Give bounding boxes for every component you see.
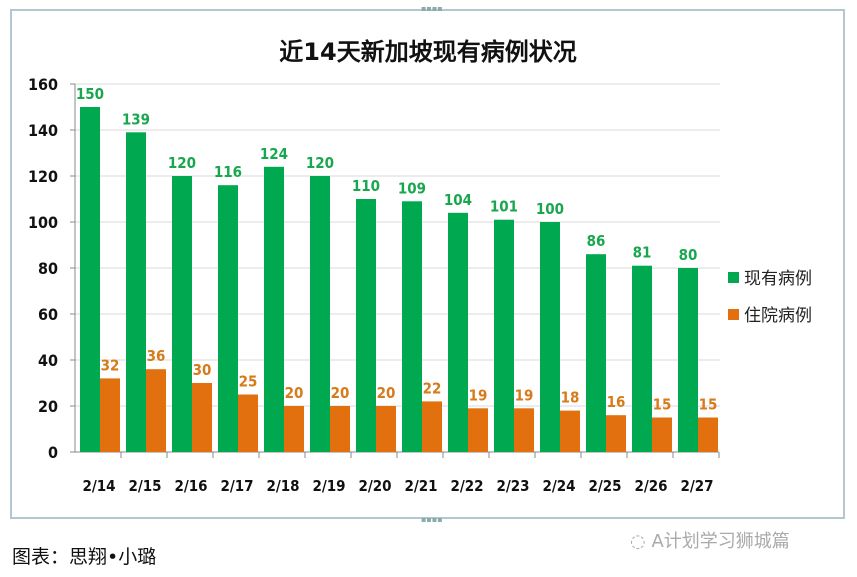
bar-current — [632, 265, 652, 452]
legend-label: 现有病例 — [744, 269, 812, 289]
watermark-text: A计划学习狮城篇 — [651, 531, 790, 552]
y-tick-label: 120 — [28, 167, 58, 186]
data-label: 18 — [561, 389, 580, 407]
bar-hospitalized — [514, 408, 534, 452]
data-label: 20 — [331, 384, 350, 402]
data-label: 104 — [444, 191, 472, 209]
x-tick-label: 2/22 — [450, 477, 483, 495]
y-tick-label: 100 — [28, 213, 58, 232]
data-label: 80 — [679, 246, 698, 264]
x-tick-label: 2/20 — [358, 477, 391, 495]
data-label: 15 — [653, 396, 672, 414]
x-tick-label: 2/18 — [266, 477, 299, 495]
data-label: 36 — [147, 347, 166, 365]
x-tick-label: 2/19 — [312, 477, 345, 495]
x-tick-label: 2/24 — [542, 477, 575, 495]
data-label: 109 — [398, 179, 426, 197]
bar-current — [586, 254, 606, 452]
bar-current — [678, 268, 698, 452]
x-tick-label: 2/27 — [680, 477, 713, 495]
bar-hospitalized — [238, 394, 258, 452]
data-label: 116 — [214, 163, 242, 181]
y-tick-label: 40 — [38, 351, 58, 370]
bar-current — [218, 185, 238, 452]
x-tick-label: 2/14 — [82, 477, 115, 495]
x-tick-label: 2/25 — [588, 477, 621, 495]
chart-title: 近14天新加坡现有病例状况 — [279, 38, 576, 66]
bar-current — [264, 166, 284, 453]
data-label: 120 — [306, 154, 334, 172]
data-label: 100 — [536, 200, 564, 218]
y-tick-label: 160 — [28, 75, 58, 94]
bar-current — [448, 212, 468, 452]
x-tick-label: 2/21 — [404, 477, 437, 495]
data-label: 81 — [633, 244, 652, 262]
data-label: 19 — [469, 386, 488, 404]
bar-hospitalized — [698, 417, 718, 452]
data-label: 22 — [423, 379, 442, 397]
y-tick-label: 20 — [38, 397, 58, 416]
bar-chart: 近14天新加坡现有病例状况 0 20 40 60 80 100 120 140 160 2/14 15… — [28, 38, 812, 495]
legend-swatch — [728, 272, 739, 283]
bar-hospitalized — [376, 406, 396, 452]
bar-hospitalized — [652, 417, 672, 452]
bar-hospitalized — [422, 401, 442, 452]
data-label: 30 — [193, 361, 212, 379]
data-label: 25 — [239, 373, 258, 391]
data-label: 139 — [122, 110, 150, 128]
bar-hospitalized — [284, 406, 304, 452]
y-tick-label: 60 — [38, 305, 58, 324]
watermark: ◌ A计划学习狮城篇 — [630, 531, 790, 552]
bar-hospitalized — [192, 383, 212, 452]
x-tick-label: 2/23 — [496, 477, 529, 495]
bar-current — [356, 199, 376, 452]
chart-caption: 图表：思翔•小璐 — [12, 546, 157, 568]
bar-current — [494, 219, 514, 452]
data-label: 19 — [515, 386, 534, 404]
x-tick-label: 2/15 — [128, 477, 161, 495]
resize-handle-top[interactable]: ▪▪▪▪ — [421, 4, 443, 13]
bar-hospitalized — [330, 406, 350, 452]
data-label: 32 — [101, 356, 120, 374]
data-label: 124 — [260, 145, 288, 163]
x-tick-label: 2/17 — [220, 477, 253, 495]
y-tick-label: 0 — [48, 443, 58, 462]
y-tick-label: 80 — [38, 259, 58, 278]
data-label: 15 — [699, 396, 718, 414]
bar-current — [126, 132, 146, 453]
data-label: 101 — [490, 198, 518, 216]
data-label: 120 — [168, 154, 196, 172]
bar-current — [540, 222, 560, 452]
bar-current — [80, 107, 100, 452]
data-label: 86 — [587, 232, 606, 250]
x-tick-label: 2/26 — [634, 477, 667, 495]
bar-current — [310, 176, 330, 452]
bar-current — [402, 201, 422, 452]
bar-hospitalized — [560, 410, 580, 452]
data-label: 20 — [285, 384, 304, 402]
legend-swatch — [728, 309, 739, 320]
legend-label: 住院病例 — [744, 306, 812, 326]
resize-handle-bottom[interactable]: ▪▪▪▪ — [421, 515, 443, 524]
data-label: 16 — [607, 393, 626, 411]
data-label: 20 — [377, 384, 396, 402]
data-label: 150 — [76, 85, 104, 103]
x-tick-label: 2/16 — [174, 477, 207, 495]
bar-hospitalized — [100, 378, 120, 452]
y-tick-label: 140 — [28, 121, 58, 140]
bar-hospitalized — [606, 415, 626, 452]
bar-hospitalized — [146, 369, 166, 452]
bar-current — [172, 176, 192, 452]
data-label: 110 — [352, 177, 380, 195]
bar-hospitalized — [468, 408, 488, 452]
